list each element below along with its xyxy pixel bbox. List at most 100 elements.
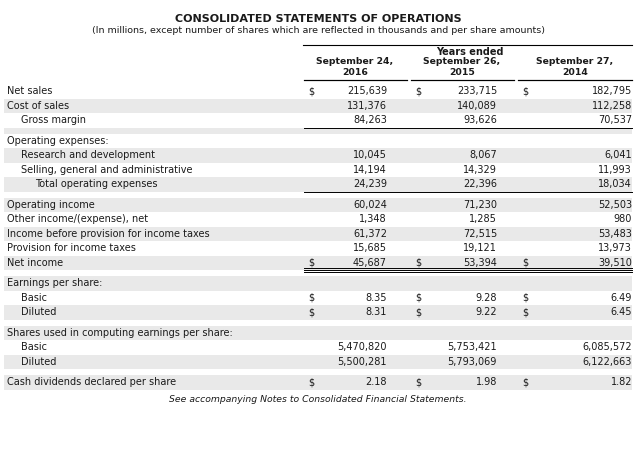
Text: 6,041: 6,041 <box>604 150 632 160</box>
Text: 53,394: 53,394 <box>463 258 497 268</box>
Text: 45,687: 45,687 <box>353 258 387 268</box>
Text: See accompanying Notes to Consolidated Financial Statements.: See accompanying Notes to Consolidated F… <box>169 396 467 404</box>
Text: 18,034: 18,034 <box>598 179 632 189</box>
Bar <box>4 325 632 340</box>
Text: $: $ <box>308 86 314 96</box>
Text: 5,793,069: 5,793,069 <box>448 357 497 367</box>
Text: Diluted: Diluted <box>21 307 57 317</box>
Text: 1.98: 1.98 <box>476 377 497 387</box>
Text: $: $ <box>522 86 528 96</box>
Bar <box>4 148 632 163</box>
Text: 1.82: 1.82 <box>611 377 632 387</box>
Text: Research and development: Research and development <box>21 150 155 160</box>
Text: Other income/(expense), net: Other income/(expense), net <box>7 214 148 224</box>
Text: Operating income: Operating income <box>7 200 95 210</box>
Text: 6.45: 6.45 <box>611 307 632 317</box>
Text: (In millions, except number of shares which are reflected in thousands and per s: (In millions, except number of shares wh… <box>92 26 544 35</box>
Text: 19,121: 19,121 <box>463 243 497 253</box>
Text: 84,263: 84,263 <box>353 115 387 125</box>
Text: September 26,
2015: September 26, 2015 <box>424 57 501 77</box>
Text: Basic: Basic <box>21 342 47 352</box>
Bar <box>4 177 632 192</box>
Bar <box>4 113 632 128</box>
Bar <box>4 84 632 98</box>
Text: 1,348: 1,348 <box>359 214 387 224</box>
Text: 112,258: 112,258 <box>591 101 632 111</box>
Bar <box>4 270 632 276</box>
Bar <box>4 192 632 198</box>
Text: 14,194: 14,194 <box>353 165 387 175</box>
Text: 14,329: 14,329 <box>463 165 497 175</box>
Text: 2.18: 2.18 <box>366 377 387 387</box>
Text: Net sales: Net sales <box>7 86 52 96</box>
Bar <box>4 340 632 355</box>
Text: 9.22: 9.22 <box>475 307 497 317</box>
Text: 15,685: 15,685 <box>353 243 387 253</box>
Bar <box>4 276 632 290</box>
Text: $: $ <box>415 293 421 303</box>
Text: 24,239: 24,239 <box>353 179 387 189</box>
Text: 8.35: 8.35 <box>366 293 387 303</box>
Bar <box>4 355 632 369</box>
Text: $: $ <box>415 86 421 96</box>
Text: 6,085,572: 6,085,572 <box>583 342 632 352</box>
Text: $: $ <box>415 258 421 268</box>
Text: $: $ <box>308 307 314 317</box>
Text: $: $ <box>308 258 314 268</box>
Bar <box>4 305 632 320</box>
Text: $: $ <box>308 377 314 387</box>
Text: 5,753,421: 5,753,421 <box>447 342 497 352</box>
Text: $: $ <box>522 377 528 387</box>
Text: Selling, general and administrative: Selling, general and administrative <box>21 165 193 175</box>
Text: 5,500,281: 5,500,281 <box>338 357 387 367</box>
Text: 6,122,663: 6,122,663 <box>583 357 632 367</box>
Text: 71,230: 71,230 <box>463 200 497 210</box>
Text: Cash dividends declared per share: Cash dividends declared per share <box>7 377 176 387</box>
Bar <box>4 241 632 255</box>
Text: 22,396: 22,396 <box>463 179 497 189</box>
Text: 140,089: 140,089 <box>457 101 497 111</box>
Text: Diluted: Diluted <box>21 357 57 367</box>
Text: $: $ <box>415 377 421 387</box>
Text: 9.28: 9.28 <box>476 293 497 303</box>
Text: 8,067: 8,067 <box>469 150 497 160</box>
Bar <box>4 212 632 226</box>
Text: $: $ <box>522 258 528 268</box>
Text: Income before provision for income taxes: Income before provision for income taxes <box>7 229 210 239</box>
Text: 72,515: 72,515 <box>463 229 497 239</box>
Text: September 27,
2014: September 27, 2014 <box>536 57 614 77</box>
Text: 5,470,820: 5,470,820 <box>338 342 387 352</box>
Text: Shares used in computing earnings per share:: Shares used in computing earnings per sh… <box>7 328 233 338</box>
Bar <box>4 198 632 212</box>
Text: Years ended: Years ended <box>436 47 504 57</box>
Bar <box>4 320 632 325</box>
Bar <box>4 290 632 305</box>
Text: Cost of sales: Cost of sales <box>7 101 69 111</box>
Text: 233,715: 233,715 <box>457 86 497 96</box>
Text: 53,483: 53,483 <box>598 229 632 239</box>
Text: $: $ <box>522 307 528 317</box>
Text: Provision for income taxes: Provision for income taxes <box>7 243 136 253</box>
Text: CONSOLIDATED STATEMENTS OF OPERATIONS: CONSOLIDATED STATEMENTS OF OPERATIONS <box>175 14 461 24</box>
Text: Earnings per share:: Earnings per share: <box>7 278 102 288</box>
Text: 60,024: 60,024 <box>353 200 387 210</box>
Text: Total operating expenses: Total operating expenses <box>35 179 158 189</box>
Text: $: $ <box>415 307 421 317</box>
Bar <box>4 226 632 241</box>
Text: 8.31: 8.31 <box>366 307 387 317</box>
Text: September 24,
2016: September 24, 2016 <box>317 57 394 77</box>
Text: 61,372: 61,372 <box>353 229 387 239</box>
Text: 215,639: 215,639 <box>347 86 387 96</box>
Text: $: $ <box>308 293 314 303</box>
Text: Operating expenses:: Operating expenses: <box>7 136 109 146</box>
Text: Gross margin: Gross margin <box>21 115 86 125</box>
Bar <box>4 98 632 113</box>
Text: 182,795: 182,795 <box>591 86 632 96</box>
Text: Basic: Basic <box>21 293 47 303</box>
Bar <box>4 128 632 133</box>
Bar <box>4 255 632 270</box>
Text: Net income: Net income <box>7 258 63 268</box>
Text: 11,993: 11,993 <box>598 165 632 175</box>
Text: 93,626: 93,626 <box>463 115 497 125</box>
Text: 52,503: 52,503 <box>598 200 632 210</box>
